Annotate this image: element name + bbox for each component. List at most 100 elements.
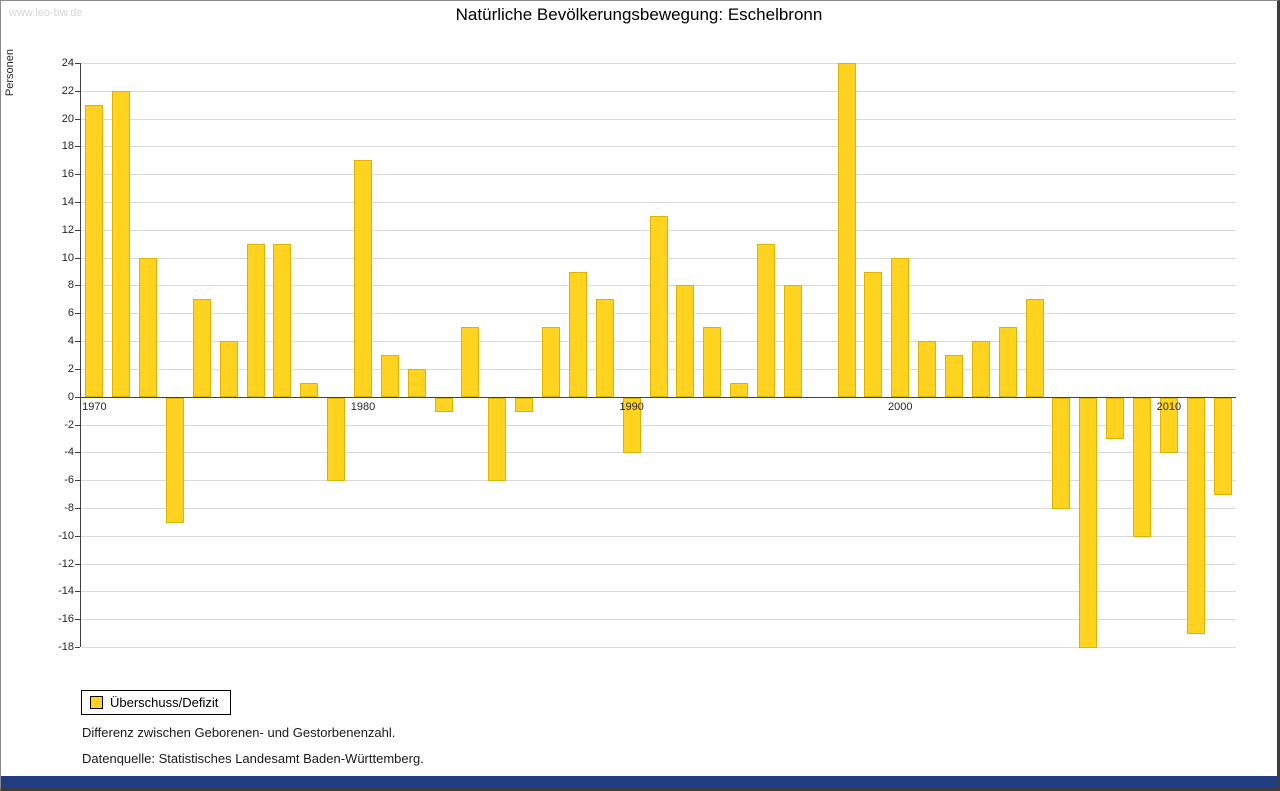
bar-2005 xyxy=(1025,299,1044,397)
y-tick-label: -16 xyxy=(58,613,74,626)
y-tick xyxy=(75,174,80,176)
y-tick-label: 0 xyxy=(67,390,74,403)
gridline xyxy=(81,591,1236,593)
bar-1977 xyxy=(273,243,292,397)
y-tick-label: -14 xyxy=(58,585,74,598)
bar-2008 xyxy=(1106,397,1125,440)
bar-2001 xyxy=(918,341,937,397)
y-tick xyxy=(75,341,80,343)
y-tick-label: 22 xyxy=(61,84,74,97)
legend-swatch xyxy=(90,696,103,709)
bar-1970 xyxy=(85,104,104,397)
bar-1991 xyxy=(649,215,668,397)
y-tick-label: 14 xyxy=(61,196,74,209)
bar-1986 xyxy=(515,397,534,412)
bar-1979 xyxy=(327,397,346,482)
y-tick-label: 16 xyxy=(61,168,74,181)
x-tick-label-1980: 1980 xyxy=(350,400,376,413)
gridline xyxy=(81,174,1236,176)
gridline xyxy=(81,118,1236,120)
bar-1973 xyxy=(166,397,184,523)
gridline xyxy=(81,202,1236,204)
y-tick-label: 12 xyxy=(61,223,74,236)
bar-2003 xyxy=(971,341,990,397)
gridline xyxy=(81,619,1236,621)
bar-1988 xyxy=(568,271,587,397)
y-tick xyxy=(75,202,80,204)
bar-1982 xyxy=(407,368,426,397)
y-tick-label: -18 xyxy=(58,641,74,653)
y-tick xyxy=(75,285,80,287)
gridline xyxy=(81,480,1236,482)
watermark: www.leo-bw.de xyxy=(9,7,83,19)
x-axis-zero-line xyxy=(81,396,1236,398)
y-tick xyxy=(75,535,80,537)
chart-title: Natürliche Bevölkerungsbewegung: Eschelb… xyxy=(455,5,823,24)
gridline xyxy=(81,63,1236,64)
y-tick xyxy=(75,313,80,315)
y-tick xyxy=(75,63,80,64)
bar-1996 xyxy=(783,285,802,397)
y-tick-label: 2 xyxy=(67,362,74,375)
gridline xyxy=(81,507,1236,509)
bar-1983 xyxy=(434,397,453,412)
y-tick xyxy=(75,396,80,398)
bar-1972 xyxy=(139,257,158,397)
bar-1976 xyxy=(246,243,265,397)
bar-1993 xyxy=(703,327,722,397)
gridline xyxy=(81,647,1236,648)
y-tick-label: 20 xyxy=(61,112,74,125)
bar-1994 xyxy=(730,382,749,397)
bar-1987 xyxy=(542,327,561,397)
y-tick xyxy=(75,480,80,482)
x-tick-label-1990: 1990 xyxy=(619,400,644,413)
x-tick-label-2010: 2010 xyxy=(1156,400,1182,413)
bar-1984 xyxy=(461,327,480,397)
plot-area: -18 -16 -14 -12 -10 -8 -6 -4 -2 0 2 4 6 8 10 12 14 16 18 20… xyxy=(58,56,1236,656)
bar-1971 xyxy=(112,90,131,397)
gridline xyxy=(81,146,1236,148)
gridline xyxy=(81,535,1236,537)
bar-1980 xyxy=(354,160,373,397)
y-tick-label: 24 xyxy=(61,57,74,69)
y-tick xyxy=(75,368,80,370)
gridline xyxy=(81,424,1236,426)
y-tick xyxy=(75,507,80,509)
y-tick xyxy=(75,647,80,648)
y-tick xyxy=(75,424,80,426)
bar-1989 xyxy=(595,299,614,397)
bar-1974 xyxy=(192,299,211,397)
gridline xyxy=(81,90,1236,92)
y-tick-label: -12 xyxy=(58,557,74,570)
bar-2000 xyxy=(891,257,910,397)
bar-1998 xyxy=(837,63,856,397)
y-tick xyxy=(75,118,80,120)
gridline xyxy=(81,563,1236,565)
bar-1995 xyxy=(756,243,775,397)
footer-band xyxy=(1,776,1277,788)
bar-2002 xyxy=(944,355,963,397)
footnote-definition: Differenz zwischen Geborenen- und Gestor… xyxy=(82,725,396,740)
footnote-source: Datenquelle: Statistisches Landesamt Bad… xyxy=(82,751,424,766)
bar-1999 xyxy=(864,271,883,397)
y-tick-label: 10 xyxy=(61,251,74,264)
y-tick xyxy=(75,229,80,231)
y-axis-line xyxy=(80,63,81,647)
y-axis-title: Personen xyxy=(4,49,16,97)
y-tick-label: 18 xyxy=(61,140,74,153)
y-tick-label: 8 xyxy=(67,279,74,292)
y-tick-label: -10 xyxy=(58,529,74,542)
bar-1985 xyxy=(488,397,507,482)
bar-2011 xyxy=(1186,397,1205,635)
bar-2006 xyxy=(1052,397,1071,509)
bar-2012 xyxy=(1213,397,1232,496)
gridline xyxy=(81,452,1236,454)
y-tick xyxy=(75,563,80,565)
y-tick xyxy=(75,257,80,259)
bar-1981 xyxy=(380,355,399,397)
bar-1992 xyxy=(676,285,695,397)
y-tick xyxy=(75,452,80,454)
bar-2009 xyxy=(1132,397,1151,537)
bar-2010 xyxy=(1159,397,1178,454)
